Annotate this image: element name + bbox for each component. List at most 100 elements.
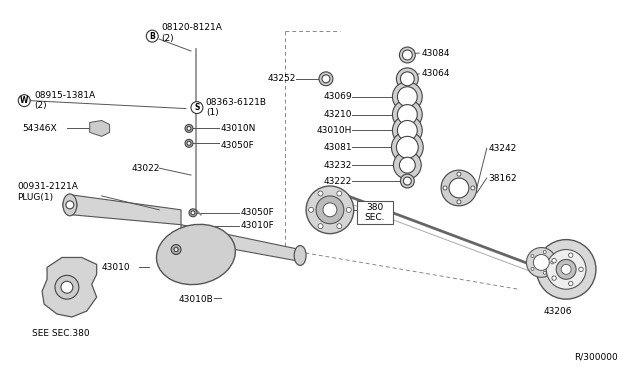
Text: 43210: 43210: [323, 110, 352, 119]
Circle shape: [531, 254, 534, 257]
Circle shape: [403, 50, 412, 60]
Circle shape: [191, 102, 203, 113]
Circle shape: [55, 275, 79, 299]
Circle shape: [457, 200, 461, 204]
Text: 43050F: 43050F: [221, 141, 255, 150]
Circle shape: [318, 224, 323, 229]
Circle shape: [19, 95, 30, 107]
Text: R/300000: R/300000: [574, 352, 618, 361]
Circle shape: [392, 100, 422, 129]
Circle shape: [403, 177, 412, 185]
Circle shape: [66, 201, 74, 209]
Circle shape: [308, 207, 314, 212]
Circle shape: [187, 141, 191, 145]
Circle shape: [323, 203, 337, 217]
Circle shape: [561, 264, 571, 274]
Text: 00931-2121A
PLUG(1): 00931-2121A PLUG(1): [17, 182, 78, 202]
Circle shape: [449, 178, 469, 198]
Text: 43010F: 43010F: [241, 221, 275, 230]
Circle shape: [579, 267, 583, 272]
Circle shape: [319, 72, 333, 86]
Circle shape: [401, 174, 414, 188]
Circle shape: [147, 30, 158, 42]
Circle shape: [441, 170, 477, 206]
Ellipse shape: [294, 246, 306, 265]
Circle shape: [394, 151, 421, 179]
Circle shape: [471, 186, 475, 190]
Polygon shape: [181, 225, 300, 262]
Text: 43069: 43069: [323, 92, 352, 101]
Circle shape: [346, 207, 351, 212]
Circle shape: [543, 251, 546, 254]
Circle shape: [61, 281, 73, 293]
Text: 43010N: 43010N: [221, 124, 256, 133]
Circle shape: [533, 254, 549, 270]
Circle shape: [187, 126, 191, 131]
Text: 43222: 43222: [323, 177, 352, 186]
Circle shape: [396, 68, 419, 90]
Circle shape: [399, 157, 415, 173]
Text: 43064: 43064: [421, 69, 450, 78]
Circle shape: [531, 267, 534, 270]
Circle shape: [318, 191, 323, 196]
Text: 43252: 43252: [268, 74, 296, 83]
Circle shape: [322, 75, 330, 83]
Circle shape: [543, 271, 546, 274]
Polygon shape: [42, 257, 97, 317]
Circle shape: [396, 137, 419, 158]
Circle shape: [392, 131, 423, 163]
Text: 43010H: 43010H: [316, 126, 352, 135]
Polygon shape: [72, 195, 181, 225]
Text: SEE SEC.380: SEE SEC.380: [32, 329, 90, 339]
Text: 43232: 43232: [323, 161, 352, 170]
Circle shape: [536, 240, 596, 299]
Text: 43084: 43084: [421, 48, 450, 58]
Circle shape: [397, 87, 417, 107]
Circle shape: [399, 47, 415, 63]
Text: 38162: 38162: [489, 174, 517, 183]
Circle shape: [457, 172, 461, 176]
Text: 43010: 43010: [102, 263, 131, 272]
Circle shape: [547, 250, 586, 289]
Circle shape: [337, 224, 342, 229]
Circle shape: [568, 253, 573, 257]
Text: 43242: 43242: [489, 144, 517, 153]
Circle shape: [174, 247, 178, 251]
Circle shape: [443, 186, 447, 190]
FancyBboxPatch shape: [357, 201, 393, 224]
Text: 08915-1381A
(2): 08915-1381A (2): [34, 91, 95, 110]
Circle shape: [552, 259, 556, 263]
Circle shape: [556, 259, 576, 279]
Text: 43010B: 43010B: [179, 295, 214, 304]
Circle shape: [401, 72, 414, 86]
Circle shape: [568, 281, 573, 286]
Text: 43081: 43081: [323, 143, 352, 152]
Text: W: W: [20, 96, 28, 105]
Circle shape: [306, 186, 354, 234]
Ellipse shape: [157, 224, 236, 285]
Ellipse shape: [63, 194, 77, 216]
Circle shape: [189, 209, 197, 217]
Text: 43050F: 43050F: [241, 208, 275, 217]
Circle shape: [392, 82, 422, 112]
Circle shape: [316, 196, 344, 224]
Text: 08363-6121B
(1): 08363-6121B (1): [206, 98, 267, 117]
Circle shape: [397, 105, 417, 125]
Circle shape: [392, 116, 422, 145]
Circle shape: [63, 198, 77, 212]
Polygon shape: [90, 121, 109, 137]
Text: 54346X: 54346X: [22, 124, 57, 133]
Text: S: S: [194, 103, 200, 112]
Text: 08120-8121A
(2): 08120-8121A (2): [161, 23, 222, 43]
Circle shape: [171, 244, 181, 254]
Circle shape: [527, 247, 556, 277]
Circle shape: [191, 211, 195, 215]
Circle shape: [337, 191, 342, 196]
Circle shape: [185, 125, 193, 132]
Circle shape: [185, 140, 193, 147]
Text: 43206: 43206: [544, 307, 572, 316]
Text: B: B: [149, 32, 155, 41]
Text: 380
SEC.: 380 SEC.: [364, 203, 385, 222]
Circle shape: [552, 276, 556, 280]
Circle shape: [551, 261, 554, 264]
